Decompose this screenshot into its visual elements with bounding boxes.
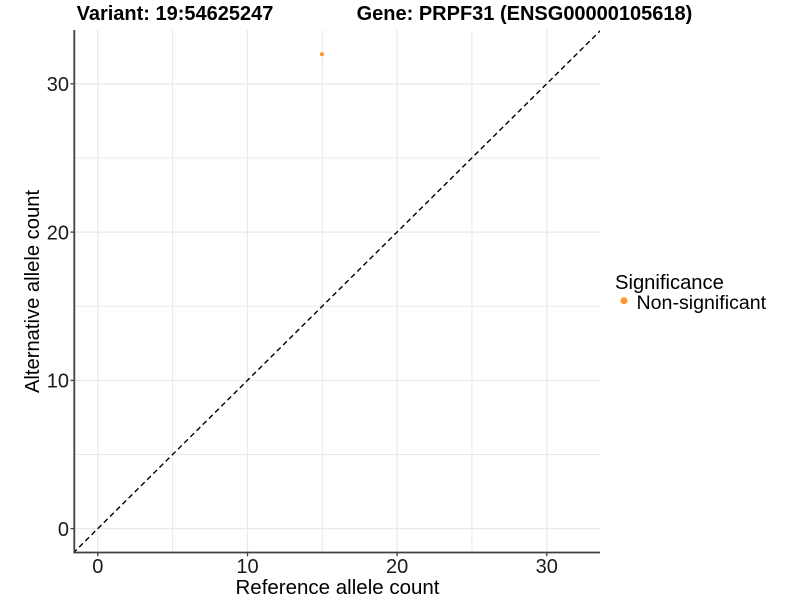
- svg-text:10: 10: [47, 371, 69, 393]
- svg-text:30: 30: [536, 556, 558, 578]
- svg-text:30: 30: [47, 74, 69, 96]
- svg-text:20: 20: [386, 556, 408, 578]
- svg-text:10: 10: [236, 556, 258, 578]
- svg-text:Variant: 19:54625247: Variant: 19:54625247: [77, 3, 274, 25]
- svg-text:Reference allele count: Reference allele count: [236, 576, 440, 599]
- svg-text:Alternative allele count: Alternative allele count: [22, 190, 44, 394]
- svg-text:Significance: Significance: [615, 272, 724, 294]
- svg-text:Non-significant: Non-significant: [637, 292, 767, 314]
- svg-text:20: 20: [47, 222, 69, 244]
- svg-text:0: 0: [58, 519, 69, 541]
- svg-text:0: 0: [92, 556, 103, 578]
- svg-text:Gene: PRPF31 (ENSG00000105618): Gene: PRPF31 (ENSG00000105618): [357, 3, 693, 25]
